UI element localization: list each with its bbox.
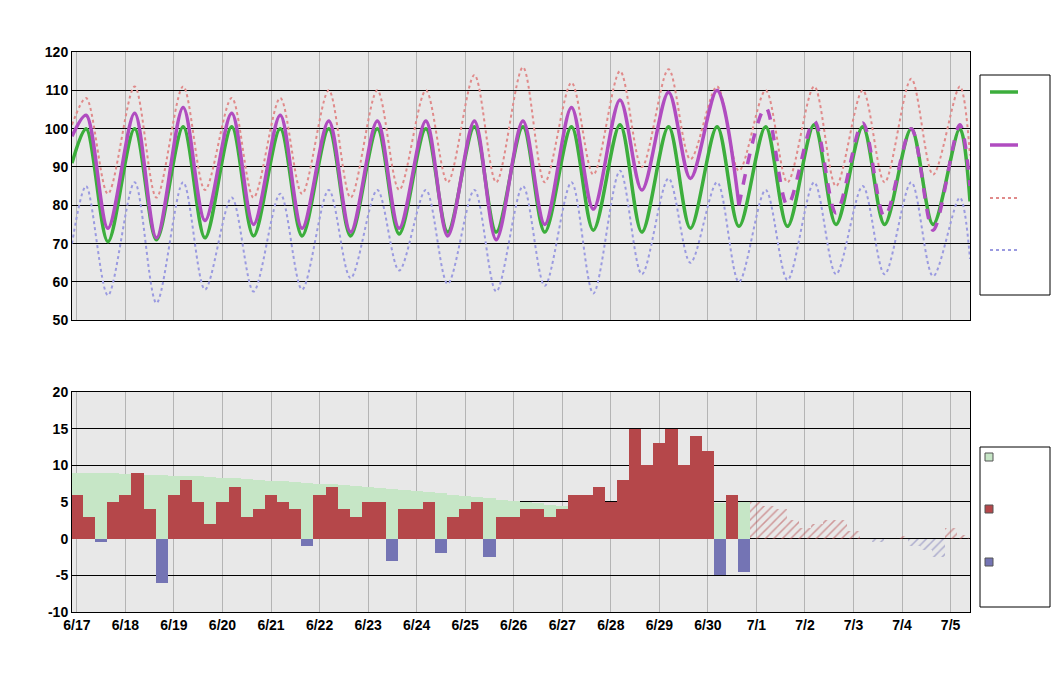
svg-text:7/3: 7/3 bbox=[844, 617, 864, 633]
svg-text:60: 60 bbox=[53, 274, 69, 290]
svg-text:80: 80 bbox=[53, 197, 69, 213]
svg-text:50: 50 bbox=[53, 312, 69, 328]
svg-text:6/19: 6/19 bbox=[160, 617, 187, 633]
svg-text:6/18: 6/18 bbox=[112, 617, 139, 633]
svg-text:6/26: 6/26 bbox=[500, 617, 527, 633]
svg-text:6/23: 6/23 bbox=[354, 617, 381, 633]
svg-text:6/29: 6/29 bbox=[646, 617, 673, 633]
svg-text:6/17: 6/17 bbox=[63, 617, 90, 633]
svg-text:6/24: 6/24 bbox=[403, 617, 430, 633]
svg-text:6/25: 6/25 bbox=[452, 617, 479, 633]
svg-text:7/4: 7/4 bbox=[892, 617, 912, 633]
svg-text:6/20: 6/20 bbox=[209, 617, 236, 633]
svg-text:120: 120 bbox=[45, 44, 69, 60]
svg-text:15: 15 bbox=[53, 421, 69, 437]
svg-text:-10: -10 bbox=[48, 604, 68, 620]
svg-text:6/27: 6/27 bbox=[549, 617, 576, 633]
svg-text:7/1: 7/1 bbox=[747, 617, 767, 633]
svg-text:10: 10 bbox=[53, 457, 69, 473]
svg-text:0: 0 bbox=[60, 531, 68, 547]
svg-text:100: 100 bbox=[45, 121, 69, 137]
svg-text:-5: -5 bbox=[56, 567, 69, 583]
svg-text:6/30: 6/30 bbox=[694, 617, 721, 633]
svg-text:6/21: 6/21 bbox=[257, 617, 284, 633]
svg-text:7/5: 7/5 bbox=[941, 617, 961, 633]
svg-text:20: 20 bbox=[53, 384, 69, 400]
svg-text:6/28: 6/28 bbox=[597, 617, 624, 633]
svg-text:70: 70 bbox=[53, 236, 69, 252]
svg-text:5: 5 bbox=[60, 494, 68, 510]
svg-text:7/2: 7/2 bbox=[795, 617, 815, 633]
svg-text:90: 90 bbox=[53, 159, 69, 175]
svg-text:6/22: 6/22 bbox=[306, 617, 333, 633]
svg-text:110: 110 bbox=[46, 82, 69, 98]
